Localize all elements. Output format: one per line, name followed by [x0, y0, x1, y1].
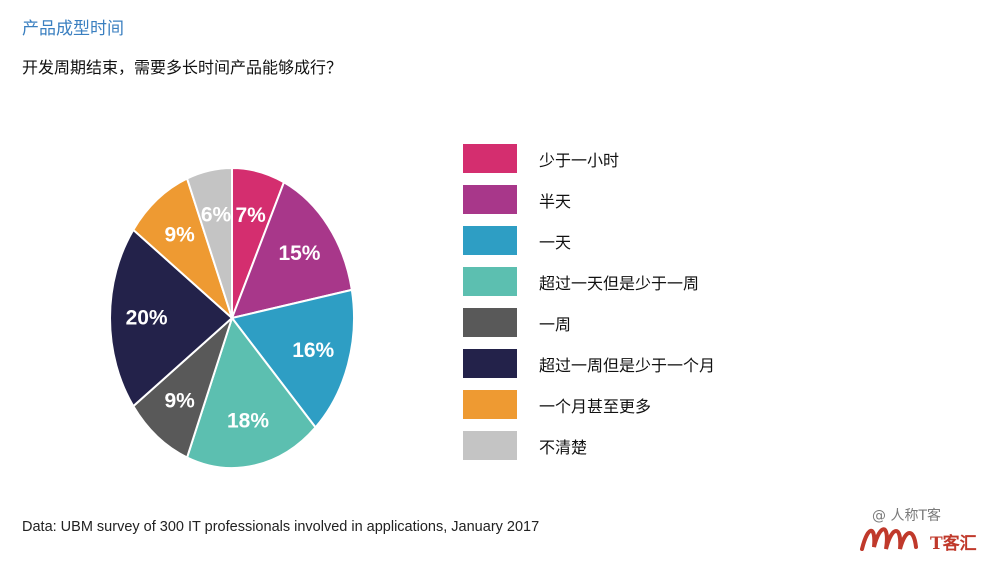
- legend-swatch: [463, 431, 517, 460]
- pie-slice-label: 9%: [164, 224, 195, 247]
- legend-label: 少于一小时: [539, 150, 620, 170]
- pie-slice: [109, 228, 234, 408]
- watermark: @ 人称T客 T客汇: [838, 505, 996, 557]
- legend-item: 一周: [463, 308, 715, 337]
- legend-item: 超过一周但是少于一个月: [463, 349, 715, 378]
- legend-swatch: [463, 267, 517, 296]
- pie-slice-label: 6%: [201, 203, 232, 226]
- source-note: Data: UBM survey of 300 IT professionals…: [22, 519, 540, 535]
- legend-item: 一个月甚至更多: [463, 390, 715, 419]
- page-subtitle: 开发周期结束，需要多长时间产品能够成行？: [22, 58, 343, 77]
- pie-slice-label: 7%: [235, 204, 266, 227]
- legend-label: 一周: [539, 314, 572, 334]
- pie-slice: [185, 315, 317, 469]
- pie-slice-label: 9%: [164, 389, 195, 412]
- watermark-account: @ 人称T客: [872, 508, 942, 524]
- pie-slice: [230, 180, 353, 320]
- legend-item: 一天: [463, 226, 715, 255]
- legend-label: 一天: [539, 232, 572, 252]
- chart-legend: 少于一小时半天一天超过一天但是少于一周 一周超过一周但是少于一个月 一个月甚至更多不…: [463, 144, 715, 472]
- legend-swatch: [463, 390, 517, 419]
- watermark-brand: T客汇: [930, 534, 977, 554]
- legend-label: 超过一天但是少于一周: [539, 273, 700, 293]
- pie-slice: [230, 288, 355, 429]
- legend-label: 一个月甚至更多: [539, 396, 652, 416]
- legend-item: 少于一小时: [463, 144, 715, 173]
- pie-slice: [132, 177, 235, 322]
- legend-item: 超过一天但是少于一周: [463, 267, 715, 296]
- legend-item: 半天: [463, 185, 715, 214]
- legend-item: 不清楚: [463, 431, 715, 460]
- pie-slice: [132, 314, 235, 459]
- legend-swatch: [463, 349, 517, 378]
- legend-swatch: [463, 144, 517, 173]
- watermark-logo-mark: [860, 527, 918, 551]
- legend-swatch: [463, 308, 517, 337]
- legend-swatch: [463, 226, 517, 255]
- legend-label: 半天: [539, 191, 572, 211]
- pie-slice-label: 18%: [227, 410, 269, 433]
- pie-chart: 7% 15% 16% 18% 9% 20% 9% 6%: [109, 166, 355, 469]
- pie-slice-label: 15%: [278, 242, 320, 265]
- pie-slice-label: 20%: [126, 307, 168, 330]
- pie-slice: [185, 166, 233, 319]
- legend-swatch: [463, 185, 517, 214]
- legend-label: 不清楚: [539, 437, 588, 457]
- page-title: 产品成型时间: [22, 19, 124, 39]
- pie-slice-label: 16%: [292, 339, 334, 362]
- legend-label: 超过一周但是少于一个月: [539, 355, 716, 375]
